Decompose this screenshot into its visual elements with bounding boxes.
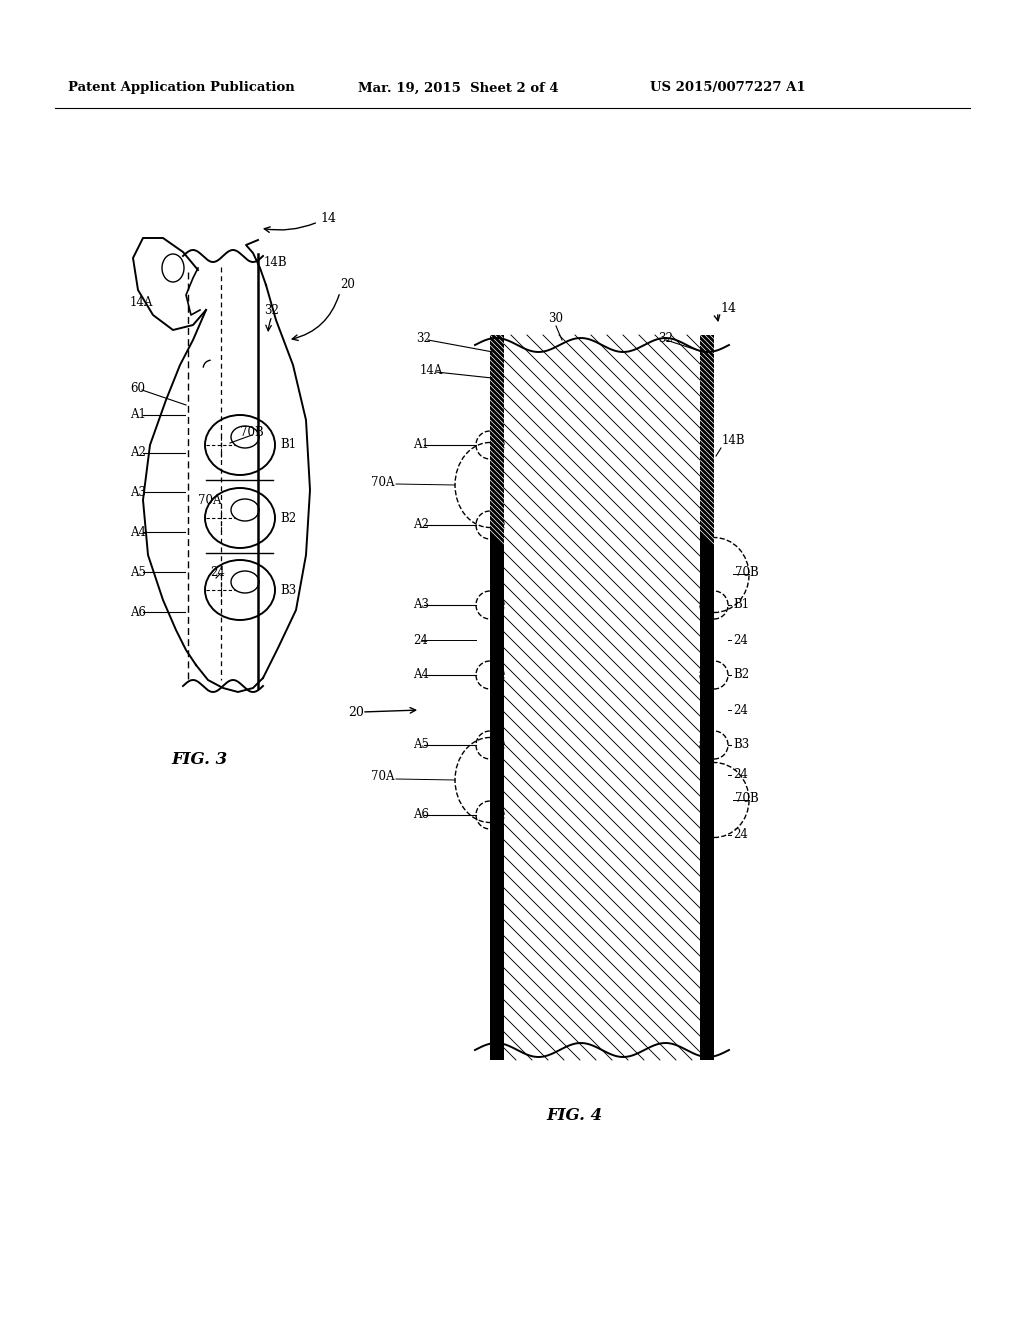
Text: A4: A4 [413,668,429,681]
Text: 70A: 70A [372,475,395,488]
Text: 24: 24 [210,565,225,578]
Text: Patent Application Publication: Patent Application Publication [68,82,295,95]
Text: A4: A4 [130,525,146,539]
Text: 20: 20 [340,279,355,292]
Text: 14A: 14A [130,296,154,309]
Text: B2: B2 [280,511,296,524]
Text: 24: 24 [733,634,748,647]
Text: 14: 14 [319,211,336,224]
Text: A1: A1 [413,438,429,451]
Text: 70B: 70B [735,565,759,578]
Text: 70B: 70B [735,792,759,804]
Text: 24: 24 [413,634,428,647]
Text: 32: 32 [416,331,431,345]
Text: 60: 60 [130,381,145,395]
Text: A2: A2 [413,519,429,532]
Text: A6: A6 [130,606,146,619]
Text: 70A: 70A [198,494,221,507]
Text: 14B: 14B [722,433,745,446]
Text: B2: B2 [733,668,750,681]
Text: 24: 24 [733,829,748,842]
Text: 32: 32 [264,304,279,317]
Text: FIG. 3: FIG. 3 [172,751,228,768]
Text: 14A: 14A [420,363,443,376]
Text: A5: A5 [413,738,429,751]
Text: 20: 20 [348,705,364,718]
Text: A5: A5 [130,565,146,578]
Text: 70B: 70B [240,425,264,438]
Text: 14: 14 [720,301,736,314]
Text: A6: A6 [413,808,429,821]
Text: B3: B3 [733,738,750,751]
Text: B1: B1 [733,598,750,611]
Text: 30: 30 [548,312,563,325]
Text: 24: 24 [733,704,748,717]
Text: A1: A1 [130,408,145,421]
Text: 32: 32 [658,331,673,345]
Bar [490,335,504,1060]
Text: A3: A3 [413,598,429,611]
Text: B1: B1 [280,438,296,451]
Text: FIG. 4: FIG. 4 [547,1106,603,1123]
Text: 24: 24 [733,768,748,781]
Text: Mar. 19, 2015  Sheet 2 of 4: Mar. 19, 2015 Sheet 2 of 4 [358,82,559,95]
Text: 14B: 14B [264,256,288,268]
Text: US 2015/0077227 A1: US 2015/0077227 A1 [650,82,806,95]
Text: A3: A3 [130,486,146,499]
Text: B3: B3 [280,583,296,597]
Text: A2: A2 [130,446,145,459]
Text: 70A: 70A [372,771,395,784]
Bar [700,335,714,1060]
